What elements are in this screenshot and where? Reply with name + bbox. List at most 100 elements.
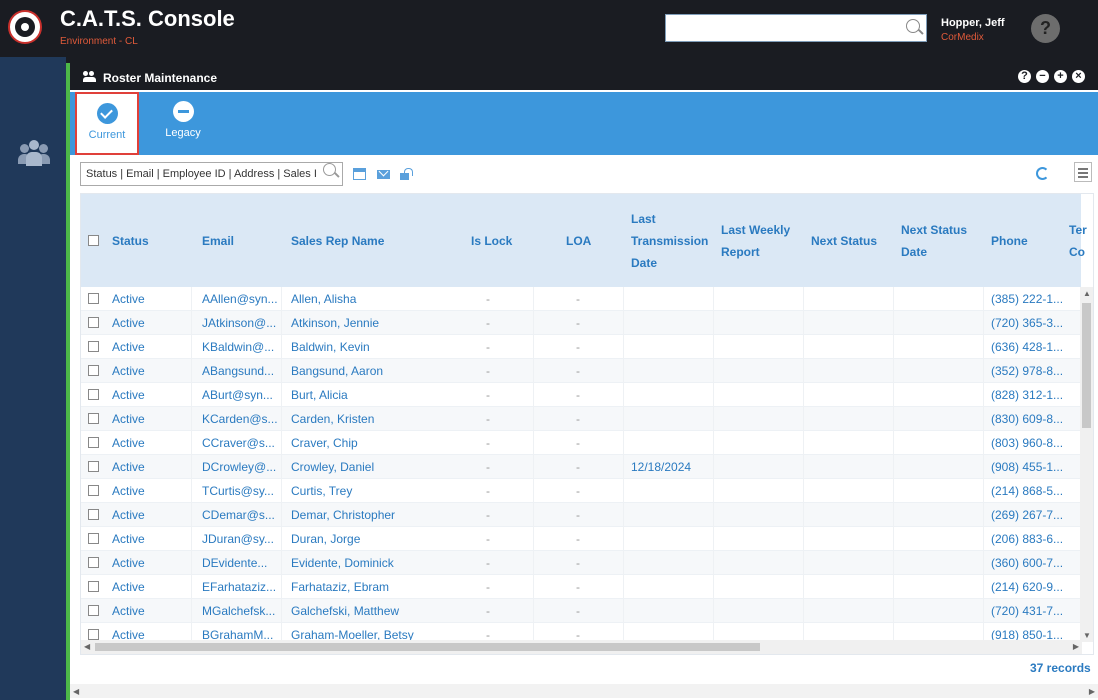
row-checkbox[interactable] [88, 341, 99, 352]
col-is-lock[interactable]: Is Lock [471, 233, 513, 248]
row-checkbox[interactable] [88, 317, 99, 328]
cell-name[interactable]: Allen, Alisha [291, 292, 357, 306]
cell-email[interactable]: KCarden@s... [202, 412, 278, 426]
table-row[interactable]: Active CCraver@s... Craver, Chip - - (803) 96… [81, 431, 1081, 455]
panel-horizontal-scrollbar[interactable]: ◀ ▶ [70, 684, 1098, 698]
cell-name[interactable]: Crowley, Daniel [291, 460, 375, 474]
cell-name[interactable]: Craver, Chip [291, 436, 358, 450]
cell-name[interactable]: Demar, Christopher [291, 508, 396, 522]
row-checkbox[interactable] [88, 509, 99, 520]
table-row[interactable]: Active EFarhataziz... Farhataziz, Ebram - - (… [81, 575, 1081, 599]
table-row[interactable]: Active MGalchefsk... Galchefski, Matthew - -… [81, 599, 1081, 623]
cell-email[interactable]: CDemar@s... [202, 508, 275, 522]
table-row[interactable]: Active DEvidente... Evidente, Dominick - - (3… [81, 551, 1081, 575]
filter-search-input[interactable]: Status | Email | Employee ID | Address |… [80, 162, 343, 186]
horizontal-scroll-thumb[interactable] [95, 643, 760, 651]
col-next-status-date[interactable]: Next Status Date [901, 194, 991, 287]
row-checkbox[interactable] [88, 437, 99, 448]
row-checkbox[interactable] [88, 365, 99, 376]
table-row[interactable]: Active CDemar@s... Demar, Christopher - - (26… [81, 503, 1081, 527]
grid-horizontal-scrollbar[interactable]: ◀ ▶ [81, 640, 1082, 654]
cell-email[interactable]: DCrowley@... [202, 460, 277, 474]
cell-email[interactable]: DEvidente... [202, 556, 268, 570]
scroll-right-icon[interactable]: ▶ [1088, 687, 1095, 696]
current-button[interactable]: Current [75, 92, 139, 155]
user-name[interactable]: Hopper, Jeff [941, 17, 1005, 29]
panel-close-icon[interactable]: × [1072, 70, 1085, 83]
table-row[interactable]: Active ABurt@syn... Burt, Alicia - - (828) 31… [81, 383, 1081, 407]
col-email[interactable]: Email [202, 233, 235, 248]
table-row[interactable]: Active KCarden@s... Carden, Kristen - - (830)… [81, 407, 1081, 431]
col-sales-rep-name[interactable]: Sales Rep Name [291, 233, 385, 248]
row-checkbox[interactable] [88, 389, 99, 400]
cell-email[interactable]: ABurt@syn... [202, 388, 273, 402]
row-checkbox[interactable] [88, 485, 99, 496]
email-icon[interactable] [377, 170, 390, 179]
table-row[interactable]: Active AAllen@syn... Allen, Alisha - - (385) … [81, 287, 1081, 311]
refresh-icon[interactable] [1036, 167, 1049, 180]
column-menu-icon[interactable] [1074, 162, 1092, 182]
table-row[interactable]: Active KBaldwin@... Baldwin, Kevin - - (636) … [81, 335, 1081, 359]
roster-people-icon[interactable] [18, 140, 50, 166]
cell-name[interactable]: Carden, Kristen [291, 412, 375, 426]
scroll-left-icon[interactable]: ◀ [73, 687, 80, 696]
col-territory[interactable]: Ter Co [1069, 194, 1089, 287]
row-checkbox[interactable] [88, 461, 99, 472]
row-checkbox[interactable] [88, 413, 99, 424]
cell-email[interactable]: JDuran@sy... [202, 532, 274, 546]
cell-email[interactable]: EFarhataziz... [202, 580, 277, 594]
panel-expand-icon[interactable]: + [1054, 70, 1067, 83]
col-last-weekly-report[interactable]: Last Weekly Report [721, 194, 811, 287]
global-search-input[interactable] [665, 14, 927, 42]
scroll-left-icon[interactable]: ◀ [84, 642, 91, 651]
row-checkbox[interactable] [88, 533, 99, 544]
col-phone[interactable]: Phone [991, 233, 1028, 248]
cell-name[interactable]: Galchefski, Matthew [291, 604, 400, 618]
legacy-button[interactable]: Legacy [151, 92, 215, 152]
table-row[interactable]: Active JAtkinson@... Atkinson, Jennie - - (72… [81, 311, 1081, 335]
cell-email[interactable]: JAtkinson@... [202, 316, 277, 330]
cell-name[interactable]: Atkinson, Jennie [291, 316, 380, 330]
table-row[interactable]: Active ABangsund... Bangsund, Aaron - - (352)… [81, 359, 1081, 383]
scroll-down-icon[interactable]: ▼ [1083, 631, 1091, 640]
cell-name[interactable]: Evidente, Dominick [291, 556, 394, 570]
search-icon[interactable] [906, 19, 920, 33]
table-row[interactable]: Active TCurtis@sy... Curtis, Trey - - (214) 8… [81, 479, 1081, 503]
table-row[interactable]: Active JDuran@sy... Duran, Jorge - - (206) 88… [81, 527, 1081, 551]
cell-name[interactable]: Duran, Jorge [291, 532, 361, 546]
col-last-transmission-date[interactable]: Last Transmission Date [631, 194, 721, 287]
cell-email[interactable]: CCraver@s... [202, 436, 275, 450]
row-checkbox[interactable] [88, 605, 99, 616]
table-row[interactable]: Active DCrowley@... Crowley, Daniel - - 12/18… [81, 455, 1081, 479]
cell-email[interactable]: ABangsund... [202, 364, 275, 378]
row-checkbox[interactable] [88, 629, 99, 640]
cell-email[interactable]: TCurtis@sy... [202, 484, 274, 498]
cell-name[interactable]: Farhataziz, Ebram [291, 580, 390, 594]
row-checkbox[interactable] [88, 557, 99, 568]
cell-name[interactable]: Burt, Alicia [291, 388, 348, 402]
row-checkbox[interactable] [88, 293, 99, 304]
scroll-right-icon[interactable]: ▶ [1072, 642, 1079, 651]
col-next-status[interactable]: Next Status [811, 233, 878, 248]
vertical-scroll-thumb[interactable] [1082, 303, 1091, 428]
select-all-checkbox[interactable] [88, 235, 99, 246]
panel-help-icon[interactable]: ? [1018, 70, 1031, 83]
cell-name[interactable]: Baldwin, Kevin [291, 340, 370, 354]
cell-name[interactable]: Curtis, Trey [291, 484, 353, 498]
cell-email[interactable]: MGalchefsk... [202, 604, 276, 618]
app-logo-icon[interactable] [8, 10, 42, 44]
cell-name[interactable]: Bangsund, Aaron [291, 364, 384, 378]
calendar-icon[interactable] [353, 168, 366, 180]
help-button[interactable]: ? [1031, 14, 1060, 43]
col-status[interactable]: Status [112, 233, 149, 248]
filter-search-icon[interactable] [323, 163, 336, 176]
cell-email[interactable]: AAllen@syn... [202, 292, 278, 306]
unlock-icon[interactable] [400, 168, 413, 180]
scroll-up-icon[interactable]: ▲ [1083, 289, 1091, 298]
row-checkbox[interactable] [88, 581, 99, 592]
cell-email[interactable]: BGrahamM... [202, 628, 274, 642]
panel-minimize-icon[interactable]: − [1036, 70, 1049, 83]
cell-email[interactable]: KBaldwin@... [202, 340, 275, 354]
col-loa[interactable]: LOA [566, 233, 592, 248]
cell-name[interactable]: Graham-Moeller, Betsy [291, 628, 414, 642]
